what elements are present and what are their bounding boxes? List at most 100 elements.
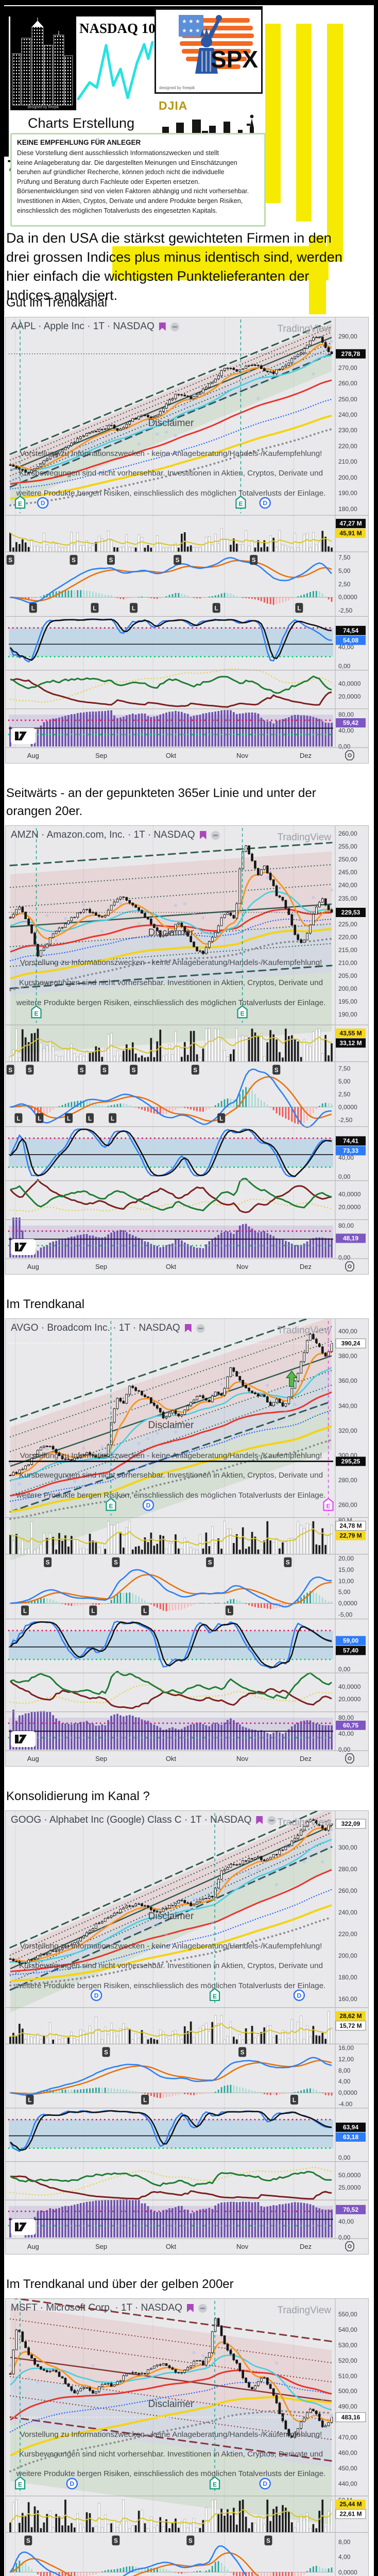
svg-text:L: L — [219, 1116, 223, 1122]
svg-text:220,00: 220,00 — [338, 443, 357, 450]
bookmark-icon[interactable] — [184, 1324, 192, 1332]
svg-text:Okt: Okt — [166, 2243, 177, 2250]
settings-icon — [345, 750, 354, 760]
svg-text:Vorstellung zu Informationszwe: Vorstellung zu Informationszwecken - kei… — [20, 1451, 322, 1460]
svg-text:S: S — [240, 2049, 245, 2056]
svg-text:S: S — [208, 1560, 212, 1566]
section-title: Gut im Trendkanal — [6, 296, 108, 310]
chart-section-aapl: Gut im Trendkanal Disclaimer Vorstellung … — [4, 294, 374, 764]
minimize-icon[interactable] — [196, 1324, 205, 1333]
svg-text:L: L — [215, 605, 218, 612]
svg-text:40,00: 40,00 — [338, 727, 354, 734]
time-axis: Aug Sep Okt Nov Dez — [27, 1261, 354, 1272]
minimize-icon[interactable] — [170, 322, 179, 331]
svg-text:240,00: 240,00 — [338, 882, 357, 889]
svg-text:260,00: 260,00 — [338, 1501, 357, 1509]
svg-text:12,00: 12,00 — [338, 2056, 354, 2063]
svg-text:510,00: 510,00 — [338, 2372, 357, 2380]
chart-canvas[interactable]: Disclaimer Vorstellung zu Informationszwe… — [6, 826, 368, 1274]
minimize-icon[interactable] — [267, 1816, 277, 1825]
svg-text:8,00: 8,00 — [338, 2067, 351, 2074]
svg-text:220,00: 220,00 — [338, 1930, 357, 1938]
svg-text:500,00: 500,00 — [338, 2387, 357, 2395]
svg-text:Vorstellung zu Informationszwe: Vorstellung zu Informationszwecken - kei… — [20, 2430, 322, 2439]
chart-canvas[interactable]: Disclaimer Vorstellung zu Informationszwe… — [6, 1811, 368, 2254]
svg-text:L: L — [38, 1116, 41, 1122]
svg-text:450,00: 450,00 — [338, 2465, 357, 2472]
svg-text:D: D — [94, 1992, 99, 1999]
svg-text:L: L — [23, 1608, 27, 1614]
svg-text:-2,50: -2,50 — [338, 1116, 353, 1124]
tradingview-chart[interactable]: Disclaimer Vorstellung zu Informationszwe… — [5, 825, 369, 1275]
svg-text:weitere Produkte bergen Risike: weitere Produkte bergen Risiken, einschl… — [16, 489, 326, 498]
chart-disclaimer-title: Disclaimer — [148, 418, 194, 429]
svg-text:0,0000: 0,0000 — [338, 1104, 357, 1111]
volume-pane: 100 M43,55 M33,12 M — [9, 1028, 366, 1062]
svg-text:245,00: 245,00 — [338, 869, 357, 876]
chart-disclaimer-title: Disclaimer — [148, 927, 194, 938]
svg-text:0,00: 0,00 — [338, 1173, 351, 1180]
tradingview-logo — [11, 1239, 36, 1255]
minimize-icon[interactable] — [198, 2303, 207, 2313]
section-title: Im Trendkanal und über der gelben 200er — [6, 2277, 234, 2291]
svg-text:Sep: Sep — [95, 1263, 107, 1270]
svg-text:24,78 M: 24,78 M — [339, 1522, 362, 1530]
svg-text:L: L — [93, 605, 96, 612]
tradingview-chart[interactable]: Disclaimer Vorstellung zu Informationszwe… — [5, 1810, 369, 2255]
chart-canvas[interactable]: Disclaimer Vorstellung zu Informationszwe… — [6, 2299, 368, 2576]
tradingview-chart[interactable]: Disclaimer Vorstellung zu Informationszwe… — [5, 1318, 369, 1767]
adx-pane: 40,0000 20,0000 — [9, 1178, 361, 1213]
svg-text:4,00: 4,00 — [338, 2078, 351, 2085]
tradingview-logo — [11, 728, 36, 744]
svg-text:40,00: 40,00 — [338, 643, 354, 651]
svg-text:63,94: 63,94 — [343, 2124, 358, 2131]
tradingview-chart[interactable]: Disclaimer Vorstellung zu Informationszwe… — [5, 317, 369, 764]
svg-text:S: S — [176, 557, 180, 564]
svg-text:230,00: 230,00 — [338, 427, 357, 434]
svg-text:E: E — [238, 500, 243, 507]
svg-text:33,12 M: 33,12 M — [339, 1039, 362, 1046]
svg-text:L: L — [31, 605, 35, 612]
svg-text:57,40: 57,40 — [343, 1647, 358, 1654]
svg-text:54,08: 54,08 — [343, 637, 358, 644]
svg-text:40,0000: 40,0000 — [338, 1683, 361, 1690]
section-title: Im Trendkanal — [6, 1297, 85, 1311]
chart-canvas[interactable]: Disclaimer Vorstellung zu Informationszwe… — [6, 317, 368, 763]
svg-text:470,00: 470,00 — [338, 2434, 357, 2441]
svg-text:190,00: 190,00 — [338, 489, 357, 497]
time-axis: Aug Sep Okt Nov Dez — [27, 2241, 354, 2251]
minimize-icon[interactable] — [211, 831, 220, 840]
chart-symbol: GOOG · Alphabet Inc (Google) Class C · 1… — [11, 1815, 252, 1825]
tradingview-chart[interactable]: Disclaimer Vorstellung zu Informationszwe… — [5, 2298, 369, 2576]
svg-text:S: S — [102, 1067, 107, 1074]
chart-disclaimer-title: Disclaimer — [148, 1420, 194, 1431]
bookmark-icon[interactable] — [199, 831, 207, 839]
section-title: Seitwärts - an der gepunkteten 365er Lin… — [6, 786, 316, 818]
svg-text:weitere Produkte bergen Risike: weitere Produkte bergen Risiken, einschl… — [16, 1491, 326, 1500]
no-recommendation-box: KEINE EMPFEHLUNG FÜR ANLEGER Diese Vorst… — [10, 133, 266, 227]
svg-text:L: L — [143, 2097, 147, 2104]
svg-text:S: S — [252, 557, 256, 564]
price-pane: Disclaimer Vorstellung zu Informationszwe… — [8, 2299, 334, 2525]
svg-text:L: L — [297, 605, 301, 612]
svg-text:550,00: 550,00 — [338, 2311, 357, 2318]
svg-text:20,00: 20,00 — [338, 1555, 354, 1562]
svg-text:210,00: 210,00 — [338, 959, 357, 967]
tradingview-watermark: TradingView — [277, 2305, 331, 2316]
svg-text:Nov: Nov — [236, 2243, 249, 2250]
svg-text:E: E — [213, 2481, 217, 2488]
disclaimer-box-title: KEINE EMPFEHLUNG FÜR ANLEGER — [17, 139, 141, 146]
svg-text:40,00: 40,00 — [338, 2218, 354, 2225]
section-title: Konsolidierung im Kanal ? — [6, 1789, 150, 1803]
svg-text:S: S — [28, 1067, 32, 1074]
stochastic-pane: 40,00 0,00 74,54 54,08 — [8, 618, 366, 670]
bookmark-icon[interactable] — [186, 2304, 194, 2312]
bookmark-icon[interactable] — [159, 323, 166, 331]
tradingview-watermark: TradingView — [277, 832, 331, 843]
svg-text:260,00: 260,00 — [338, 380, 357, 387]
bookmark-icon[interactable] — [256, 1816, 263, 1824]
chart-symbol: AVGO · Broadcom Inc. · 1T · NASDAQ — [11, 1323, 180, 1333]
price-pane: Disclaimer Vorstellung zu Informationszwe… — [8, 319, 334, 514]
chart-canvas[interactable]: Disclaimer Vorstellung zu Informationszwe… — [6, 1319, 368, 1766]
